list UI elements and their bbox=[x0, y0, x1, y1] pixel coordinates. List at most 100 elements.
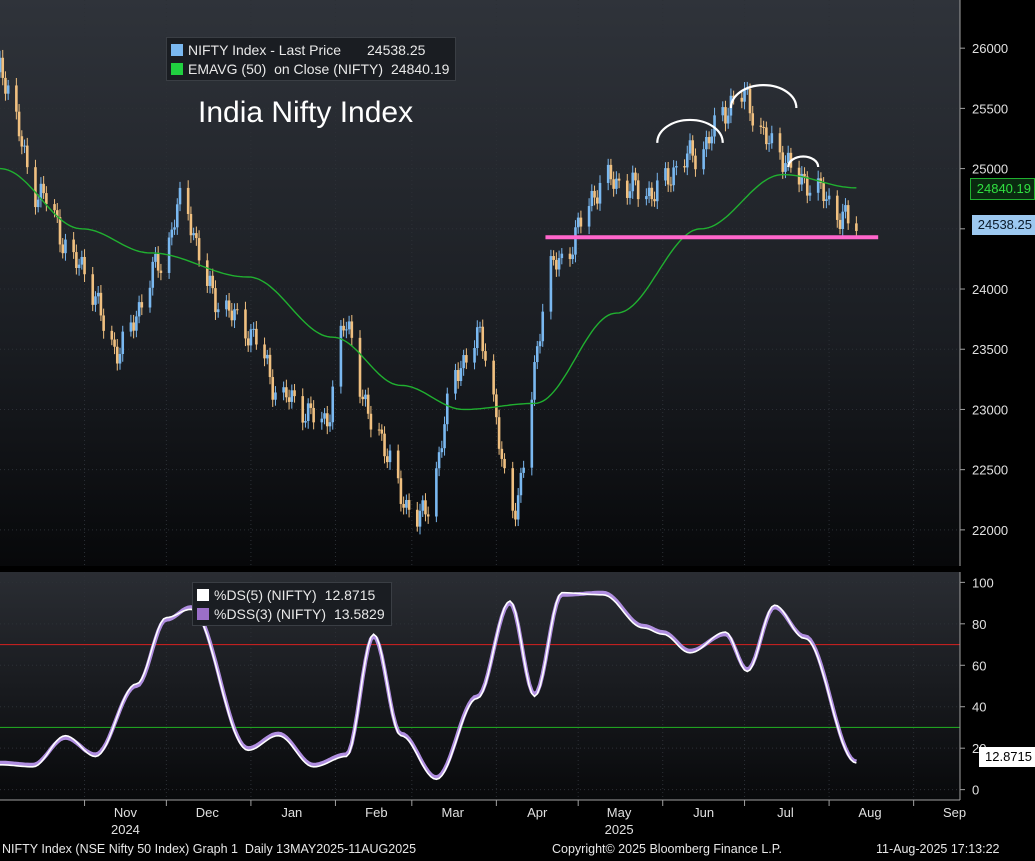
legend-value: 13.5829 bbox=[334, 605, 385, 622]
candle-body bbox=[129, 322, 133, 332]
candle bbox=[383, 426, 386, 464]
legend-entry-last-price[interactable]: NIFTY Index - Last Price 24538.25 bbox=[171, 40, 449, 59]
candle bbox=[609, 158, 613, 186]
y-tick-label: 25000 bbox=[972, 162, 1008, 177]
candle-body bbox=[645, 196, 648, 200]
candle bbox=[598, 175, 602, 211]
candle-body bbox=[53, 204, 56, 211]
y-tick-label: 80 bbox=[972, 617, 986, 632]
candle bbox=[740, 90, 744, 109]
candle bbox=[148, 280, 152, 313]
candle bbox=[617, 173, 621, 189]
upper-panel-bg bbox=[0, 0, 960, 566]
candle-body bbox=[230, 310, 234, 321]
candle-body bbox=[350, 321, 354, 338]
ema-price-tag: 24840.19 bbox=[969, 178, 1035, 200]
candle bbox=[361, 389, 365, 406]
candle bbox=[688, 133, 692, 161]
candle-body bbox=[721, 107, 725, 116]
candle bbox=[538, 333, 542, 354]
x-tick-label: Mar bbox=[442, 805, 465, 820]
candle-body bbox=[309, 403, 313, 408]
candle bbox=[825, 191, 828, 209]
candle-body bbox=[560, 253, 564, 259]
candle-body bbox=[325, 413, 329, 427]
candle bbox=[358, 330, 362, 404]
candle-body bbox=[399, 478, 403, 504]
candle-body bbox=[841, 211, 845, 229]
candle-body bbox=[803, 173, 806, 177]
chart-title: India Nifty Index bbox=[198, 96, 414, 129]
candle bbox=[418, 503, 422, 535]
candle bbox=[593, 185, 596, 206]
candle-body bbox=[726, 115, 730, 124]
candle bbox=[325, 405, 329, 435]
candle bbox=[770, 125, 774, 149]
candle-body bbox=[456, 370, 460, 382]
candle-body bbox=[137, 302, 141, 317]
candle bbox=[328, 414, 332, 432]
legend-swatch bbox=[197, 588, 209, 601]
candle bbox=[691, 135, 695, 163]
candle bbox=[6, 79, 10, 100]
candle-body bbox=[593, 190, 596, 198]
candle-body bbox=[628, 191, 632, 198]
candle-body bbox=[462, 355, 465, 369]
panel-divider bbox=[0, 566, 1035, 572]
legend-entry-dss[interactable]: %DSS(3) (NIFTY) 13.5829 bbox=[197, 604, 385, 623]
candle bbox=[110, 325, 114, 346]
candle bbox=[17, 104, 21, 142]
candle bbox=[503, 453, 506, 474]
candle-body bbox=[0, 57, 2, 73]
candle bbox=[396, 444, 400, 484]
candle-body bbox=[653, 199, 656, 202]
candle bbox=[216, 302, 220, 318]
candle-body bbox=[140, 302, 144, 308]
footer-timestamp: 11-Aug-2025 17:13:22 bbox=[876, 842, 1000, 856]
candle bbox=[102, 308, 105, 339]
candle-body bbox=[189, 213, 193, 236]
candle-body bbox=[6, 85, 10, 94]
candle-body bbox=[361, 396, 365, 400]
candle-body bbox=[574, 227, 577, 255]
y-tick-label: 100 bbox=[972, 575, 994, 590]
candle-body bbox=[383, 433, 386, 457]
candle bbox=[129, 314, 133, 337]
y-tick-label: 60 bbox=[972, 658, 986, 673]
oscillator-legend[interactable]: %DS(5) (NIFTY) 12.8715 %DSS(3) (NIFTY) 1… bbox=[192, 582, 392, 626]
candle bbox=[778, 127, 782, 160]
candle bbox=[541, 303, 545, 347]
candle bbox=[55, 202, 59, 223]
candle-body bbox=[135, 316, 138, 331]
candle bbox=[263, 337, 266, 367]
x-tick-label: Jan bbox=[281, 805, 302, 820]
candle-body bbox=[590, 190, 594, 207]
candle bbox=[61, 238, 65, 259]
candle-body bbox=[650, 187, 654, 200]
price-legend[interactable]: NIFTY Index - Last Price 24538.25 EMAVG … bbox=[166, 37, 457, 81]
legend-entry-ds[interactable]: %DS(5) (NIFTY) 12.8715 bbox=[197, 585, 385, 604]
candle-body bbox=[549, 256, 553, 312]
candle-body bbox=[34, 167, 37, 208]
legend-value: 24840.19 bbox=[391, 60, 450, 77]
candle-body bbox=[800, 173, 804, 185]
candle-body bbox=[571, 254, 575, 260]
candle bbox=[579, 210, 583, 234]
candle-body bbox=[96, 292, 100, 297]
candle-body bbox=[252, 328, 255, 330]
y-tick-label: 25500 bbox=[972, 101, 1008, 116]
candle bbox=[214, 280, 217, 320]
candle-body bbox=[208, 275, 212, 286]
candle bbox=[587, 198, 591, 235]
legend-entry-ema[interactable]: EMAVG (50) on Close (NIFTY) 24840.19 bbox=[171, 59, 449, 78]
candle bbox=[557, 250, 561, 277]
right-axis-bg bbox=[960, 0, 1035, 800]
candle bbox=[271, 369, 275, 407]
head-arc bbox=[729, 84, 798, 109]
candle-body bbox=[666, 168, 670, 185]
candle-body bbox=[110, 330, 114, 340]
candle-body bbox=[500, 448, 504, 459]
candle bbox=[694, 148, 697, 177]
candle bbox=[268, 347, 272, 385]
candle bbox=[274, 386, 277, 406]
